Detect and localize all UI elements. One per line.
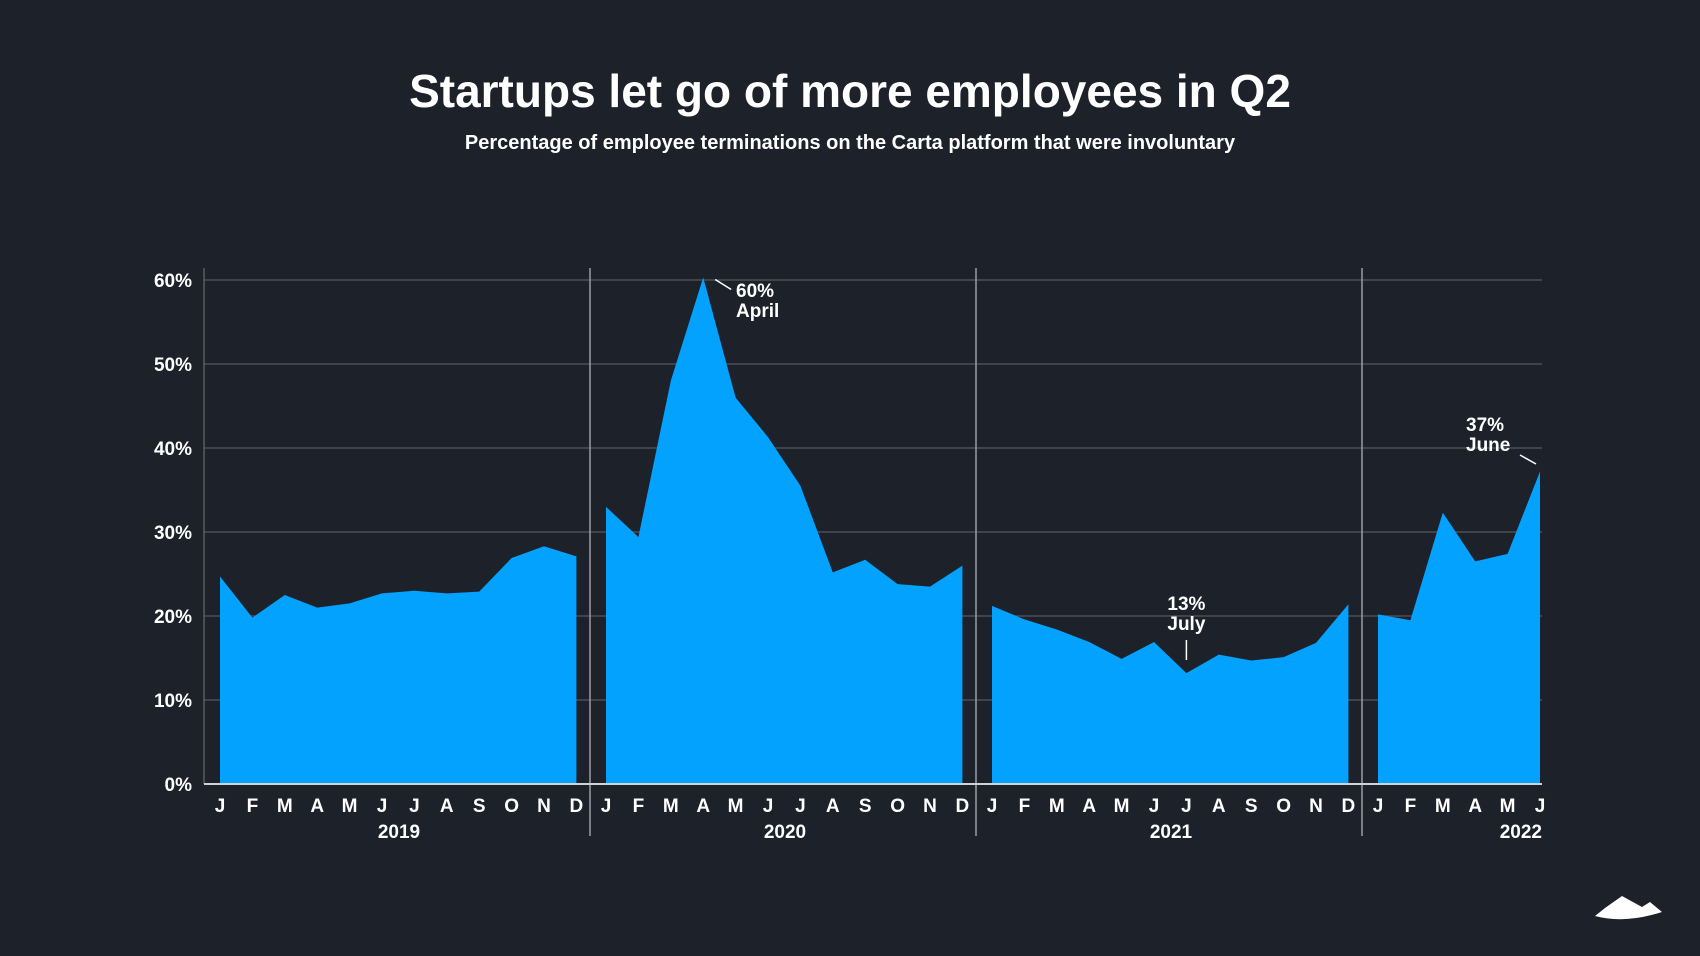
y-tick-label: 50% — [154, 355, 192, 376]
x-tick-label: D — [956, 796, 970, 817]
year-label: 2019 — [378, 822, 420, 843]
x-tick-label: M — [728, 796, 744, 817]
x-tick-label: F — [633, 796, 645, 817]
x-tick-label: M — [342, 796, 358, 817]
annotation-value: 37% — [1466, 415, 1504, 436]
annotation-leader — [1519, 454, 1537, 465]
x-tick-label: A — [1468, 796, 1482, 817]
x-tick-label: S — [859, 796, 872, 817]
x-tick-label: J — [795, 796, 806, 817]
x-tick-label: A — [310, 796, 324, 817]
area-2020 — [606, 277, 963, 784]
x-tick-label: O — [504, 796, 519, 817]
x-tick-label: J — [601, 796, 612, 817]
y-tick-label: 30% — [154, 523, 192, 544]
year-label: 2022 — [1500, 822, 1542, 843]
annotation-value: 13% — [1167, 594, 1205, 615]
x-tick-label: F — [1019, 796, 1031, 817]
chart-subtitle: Percentage of employee terminations on t… — [464, 132, 1236, 154]
annotation-leader — [714, 278, 732, 291]
x-tick-label: J — [763, 796, 774, 817]
y-tick-label: 0% — [165, 775, 193, 796]
x-tick-label: M — [277, 796, 293, 817]
x-tick-label: A — [826, 796, 840, 817]
x-tick-label: A — [1082, 796, 1096, 817]
x-tick-label: A — [1212, 796, 1226, 817]
x-tick-label: A — [696, 796, 710, 817]
x-tick-label: S — [473, 796, 486, 817]
area-2022 — [1378, 471, 1540, 784]
area-2021 — [992, 604, 1349, 784]
x-tick-label: M — [1049, 796, 1065, 817]
x-tick-label: J — [1373, 796, 1384, 817]
x-tick-label: J — [1181, 796, 1192, 817]
x-tick-label: N — [1309, 796, 1323, 817]
x-tick-label: O — [1276, 796, 1291, 817]
x-tick-label: M — [663, 796, 679, 817]
x-tick-label: M — [1114, 796, 1130, 817]
x-tick-label: J — [1149, 796, 1160, 817]
annotation-month: July — [1167, 614, 1205, 635]
x-tick-label: N — [537, 796, 551, 817]
annotation-value: 60% — [736, 281, 774, 302]
area-2019 — [220, 546, 577, 784]
carta-logo-icon — [1595, 896, 1662, 920]
x-tick-label: N — [923, 796, 937, 817]
x-tick-label: O — [890, 796, 905, 817]
y-tick-label: 40% — [154, 439, 192, 460]
y-tick-label: 10% — [154, 691, 192, 712]
x-tick-label: F — [247, 796, 259, 817]
x-tick-label: D — [1342, 796, 1356, 817]
x-tick-label: J — [1535, 796, 1546, 817]
y-tick-label: 20% — [154, 607, 192, 628]
x-tick-label: S — [1245, 796, 1258, 817]
x-tick-label: A — [440, 796, 454, 817]
chart-title: Startups let go of more employees in Q2 — [409, 65, 1291, 117]
x-tick-label: M — [1435, 796, 1451, 817]
x-tick-label: J — [987, 796, 998, 817]
x-tick-label: F — [1405, 796, 1417, 817]
annotation-month: April — [736, 301, 779, 322]
x-tick-label: J — [377, 796, 388, 817]
x-tick-label: D — [570, 796, 584, 817]
y-tick-label: 60% — [154, 271, 192, 292]
year-label: 2021 — [1150, 822, 1193, 843]
x-tick-label: J — [215, 796, 226, 817]
x-tick-label: M — [1500, 796, 1516, 817]
x-tick-label: J — [409, 796, 420, 817]
annotation-month: June — [1466, 435, 1510, 456]
year-label: 2020 — [764, 822, 806, 843]
